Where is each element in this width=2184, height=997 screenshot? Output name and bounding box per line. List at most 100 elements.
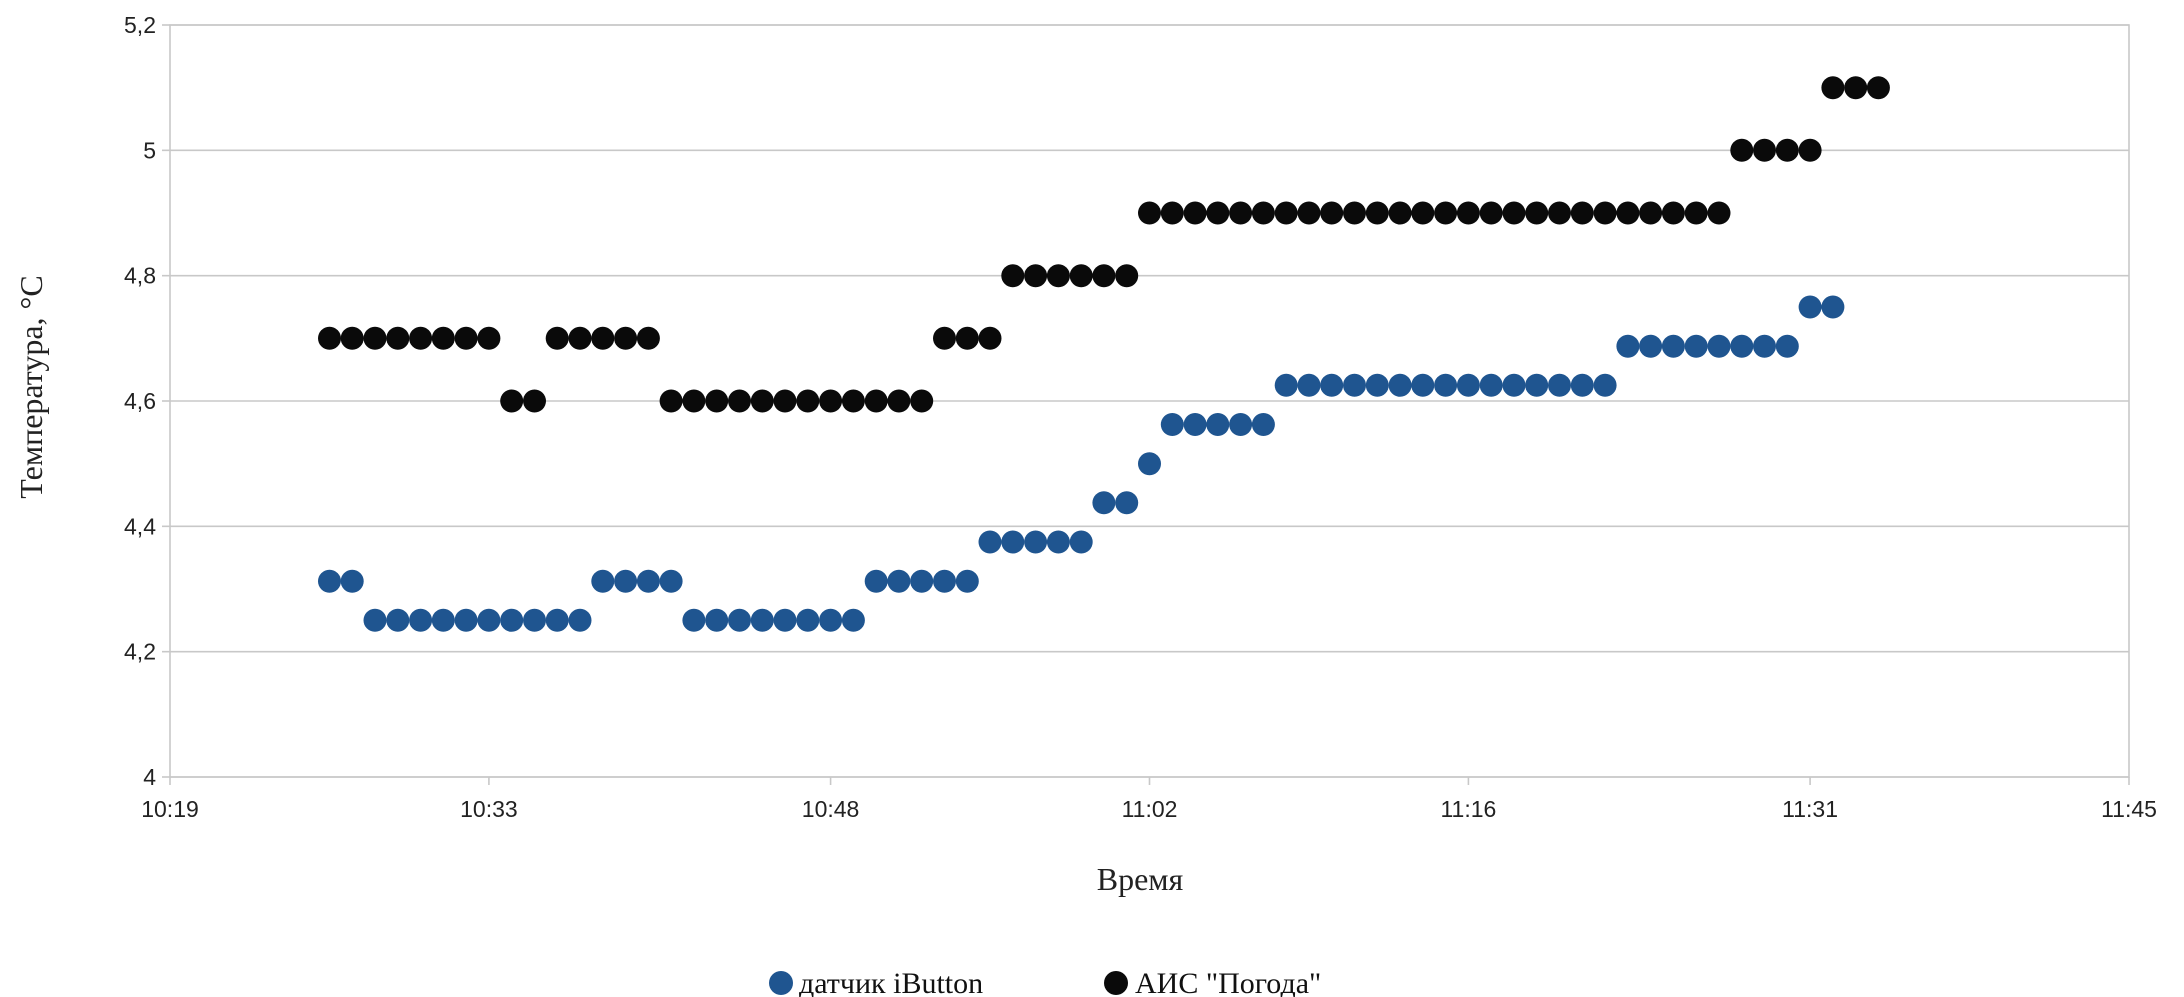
data-point-ais-pogoda bbox=[386, 326, 410, 350]
data-point-ibutton bbox=[955, 569, 979, 593]
legend-label-ais-pogoda: АИС "Погода" bbox=[1135, 967, 1321, 997]
data-point-ibutton bbox=[1388, 373, 1412, 397]
data-point-ais-pogoda bbox=[1411, 201, 1435, 225]
data-point-ais-pogoda bbox=[1570, 201, 1594, 225]
data-point-ibutton bbox=[477, 608, 501, 632]
data-point-ais-pogoda bbox=[1821, 76, 1845, 100]
data-point-ais-pogoda bbox=[750, 389, 774, 413]
data-point-ibutton bbox=[318, 569, 341, 593]
y-tick-label: 5 bbox=[143, 137, 156, 163]
data-point-ais-pogoda bbox=[1616, 201, 1640, 225]
data-point-ais-pogoda bbox=[1639, 201, 1663, 225]
data-point-ais-pogoda bbox=[1525, 201, 1549, 225]
data-point-ais-pogoda bbox=[728, 389, 751, 413]
data-point-ibutton bbox=[1502, 373, 1526, 397]
data-point-ais-pogoda bbox=[1274, 201, 1298, 225]
data-point-ibutton bbox=[1479, 373, 1503, 397]
data-point-ais-pogoda bbox=[1206, 201, 1230, 225]
data-point-ais-pogoda bbox=[1730, 138, 1754, 162]
data-point-ibutton bbox=[1434, 373, 1458, 397]
data-point-ibutton bbox=[910, 569, 934, 593]
data-point-ibutton bbox=[1661, 334, 1685, 358]
x-tick-label: 10:33 bbox=[460, 796, 518, 822]
data-point-ibutton bbox=[864, 569, 888, 593]
data-point-ibutton bbox=[728, 608, 751, 632]
data-point-ibutton bbox=[1297, 373, 1321, 397]
data-point-ais-pogoda bbox=[409, 326, 433, 350]
data-point-ibutton bbox=[1160, 413, 1184, 436]
y-tick-label: 5,2 bbox=[124, 12, 156, 38]
data-point-ais-pogoda bbox=[1502, 201, 1526, 225]
data-point-ais-pogoda bbox=[933, 326, 956, 350]
data-point-ais-pogoda bbox=[1297, 201, 1321, 225]
data-point-ais-pogoda bbox=[1343, 201, 1366, 225]
y-tick-label: 4 bbox=[143, 764, 156, 790]
data-point-ibutton bbox=[819, 608, 843, 632]
data-point-ais-pogoda bbox=[910, 389, 934, 413]
data-point-ais-pogoda bbox=[1775, 138, 1799, 162]
data-point-ais-pogoda bbox=[1229, 201, 1253, 225]
data-points bbox=[318, 76, 1890, 632]
data-point-ais-pogoda bbox=[1320, 201, 1344, 225]
data-point-ais-pogoda bbox=[545, 326, 569, 350]
data-point-ais-pogoda bbox=[318, 326, 341, 350]
legend: датчик iButton АИС "Погода" bbox=[769, 967, 1321, 997]
legend-label-ibutton: датчик iButton bbox=[799, 967, 983, 997]
data-point-ais-pogoda bbox=[1251, 201, 1275, 225]
data-point-ibutton bbox=[1343, 373, 1366, 397]
data-point-ais-pogoda bbox=[1024, 264, 1048, 288]
data-point-ibutton bbox=[523, 608, 546, 632]
data-point-ibutton bbox=[340, 569, 364, 593]
data-point-ibutton bbox=[1707, 334, 1731, 358]
legend-swatch-ais-pogoda bbox=[1104, 971, 1128, 995]
data-point-ibutton bbox=[1684, 334, 1708, 358]
data-point-ibutton bbox=[1821, 295, 1845, 319]
data-point-ais-pogoda bbox=[523, 389, 546, 413]
data-point-ibutton bbox=[1775, 334, 1799, 358]
data-point-ais-pogoda bbox=[1661, 201, 1685, 225]
data-point-ibutton bbox=[1024, 530, 1048, 554]
data-point-ais-pogoda bbox=[1593, 201, 1617, 225]
data-point-ais-pogoda bbox=[614, 326, 638, 350]
data-point-ibutton bbox=[454, 608, 478, 632]
y-tick-label: 4,4 bbox=[124, 513, 156, 539]
data-point-ibutton bbox=[1115, 491, 1139, 515]
data-point-ais-pogoda bbox=[477, 326, 501, 350]
data-point-ibutton bbox=[409, 608, 433, 632]
data-point-ibutton bbox=[1456, 373, 1480, 397]
x-tick-label: 10:19 bbox=[141, 796, 199, 822]
data-point-ais-pogoda bbox=[705, 389, 729, 413]
data-point-ibutton bbox=[796, 608, 820, 632]
series-ais-pogoda bbox=[318, 76, 1890, 413]
data-point-ais-pogoda bbox=[431, 326, 455, 350]
data-point-ibutton bbox=[1092, 491, 1116, 515]
data-point-ibutton bbox=[545, 608, 569, 632]
x-tick-label: 11:45 bbox=[2101, 796, 2157, 822]
data-point-ibutton bbox=[1183, 413, 1207, 436]
data-point-ibutton bbox=[591, 569, 615, 593]
data-point-ais-pogoda bbox=[1069, 264, 1093, 288]
data-point-ibutton bbox=[636, 569, 660, 593]
data-point-ais-pogoda bbox=[819, 389, 843, 413]
data-point-ibutton bbox=[1639, 334, 1663, 358]
data-point-ibutton bbox=[1320, 373, 1344, 397]
data-point-ais-pogoda bbox=[659, 389, 683, 413]
data-point-ibutton bbox=[1548, 373, 1571, 397]
data-point-ibutton bbox=[978, 530, 1002, 554]
data-point-ibutton bbox=[887, 569, 911, 593]
data-point-ibutton bbox=[1798, 295, 1822, 319]
data-point-ais-pogoda bbox=[1388, 201, 1412, 225]
x-tick-label: 11:31 bbox=[1782, 796, 1838, 822]
data-point-ibutton bbox=[1365, 373, 1389, 397]
x-tick-label: 11:02 bbox=[1122, 796, 1178, 822]
x-tick-label: 10:48 bbox=[802, 796, 860, 822]
data-point-ibutton bbox=[1069, 530, 1093, 554]
data-point-ais-pogoda bbox=[864, 389, 888, 413]
x-tick-label: 11:16 bbox=[1440, 796, 1496, 822]
data-point-ibutton bbox=[933, 569, 956, 593]
data-point-ais-pogoda bbox=[500, 389, 524, 413]
data-point-ibutton bbox=[1206, 413, 1230, 436]
legend-swatch-ibutton bbox=[769, 971, 793, 995]
data-point-ibutton bbox=[431, 608, 455, 632]
